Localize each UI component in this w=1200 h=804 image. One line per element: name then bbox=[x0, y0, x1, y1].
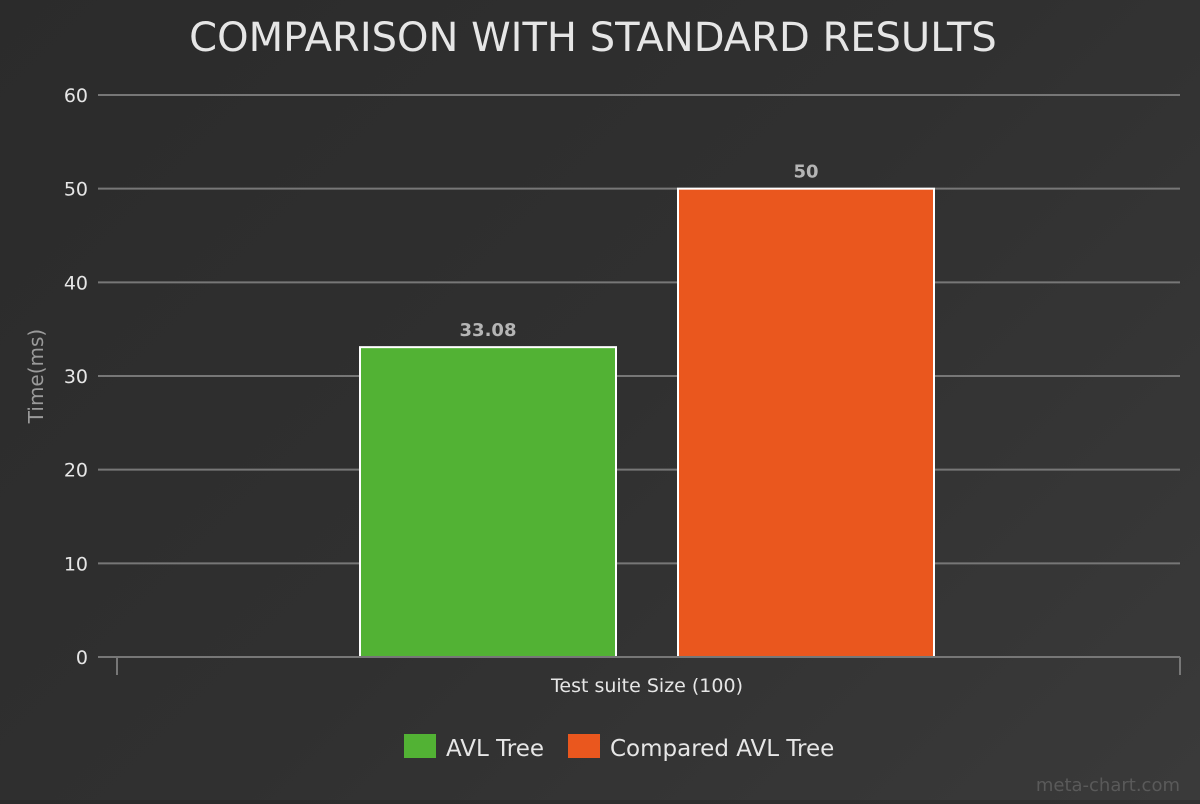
y-tick-label: 30 bbox=[64, 366, 88, 388]
chart-title: COMPARISON WITH STANDARD RESULTS bbox=[189, 15, 997, 61]
y-tick-label: 0 bbox=[76, 647, 88, 669]
legend-label: Compared AVL Tree bbox=[610, 736, 834, 762]
data-labels: 33.08 50 bbox=[460, 162, 819, 341]
x-axis-label: Test suite Size (100) bbox=[550, 675, 743, 697]
data-label: 50 bbox=[793, 162, 818, 183]
gridlines bbox=[98, 94, 1180, 565]
y-tick-label: 40 bbox=[64, 272, 88, 294]
legend: AVL Tree Compared AVL Tree bbox=[404, 734, 834, 762]
y-tick-label: 60 bbox=[64, 85, 88, 107]
x-axis bbox=[98, 656, 1181, 675]
bar-avl-tree bbox=[359, 346, 617, 658]
legend-label: AVL Tree bbox=[446, 736, 544, 762]
data-label: 33.08 bbox=[460, 320, 517, 341]
legend-swatch bbox=[568, 734, 600, 758]
bar-compared-avl-tree bbox=[677, 187, 935, 659]
y-axis-label: Time(ms) bbox=[24, 329, 48, 424]
legend-swatch bbox=[404, 734, 436, 758]
bars bbox=[359, 187, 935, 659]
y-tick-label: 20 bbox=[64, 460, 88, 482]
y-tick-label: 50 bbox=[64, 179, 88, 201]
legend-item-avl-tree[interactable]: AVL Tree bbox=[404, 734, 544, 762]
y-tick-label: 10 bbox=[64, 553, 88, 575]
legend-item-compared-avl-tree[interactable]: Compared AVL Tree bbox=[568, 734, 834, 762]
y-axis-ticks: 0 10 20 30 40 50 60 bbox=[64, 85, 88, 669]
watermark: meta-chart.com bbox=[1036, 775, 1180, 796]
